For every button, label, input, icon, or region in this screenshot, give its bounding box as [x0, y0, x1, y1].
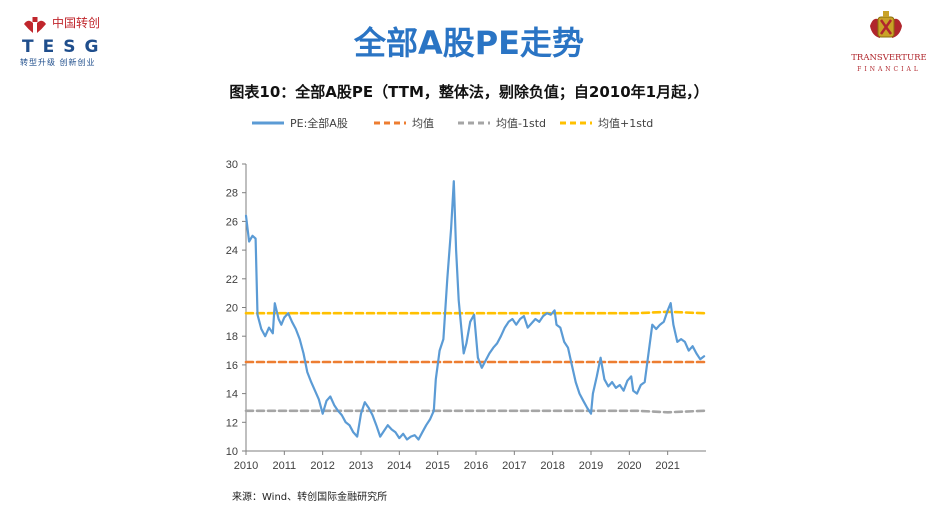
x-tick-label: 2014: [387, 460, 411, 472]
y-tick-label: 26: [226, 216, 238, 228]
left-logo-cn: 中国转创: [52, 16, 101, 30]
left-logo-slogan: 转型升级 创新创业: [20, 58, 96, 67]
legend-label-2: 均值-1std: [496, 117, 546, 130]
y-tick-label: 28: [226, 188, 238, 200]
right-logo-sub: FINANCIAL: [857, 66, 921, 73]
y-tick-label: 30: [226, 159, 238, 171]
chart-axes: 10 12 14 16 18 20 22 24 26 28 30 2010 2011 2012 2013 20…: [226, 159, 706, 472]
x-tick-label: 2018: [540, 460, 564, 472]
y-tick-label: 12: [226, 417, 238, 429]
series-line-3: [244, 310, 706, 315]
left-logo: 中国转创 TESG 转型升级 创新创业: [14, 12, 124, 70]
y-tick-label: 22: [226, 274, 238, 286]
page-title: 全部A股PE走势: [353, 24, 585, 62]
tesg-emblem-icon: [24, 17, 46, 33]
x-tick-label: 2010: [234, 460, 258, 472]
series-line-2: [244, 409, 706, 414]
source-note: 来源：Wind、转创国际金融研究所: [232, 492, 388, 503]
legend-label-0: PE:全部A股: [290, 116, 348, 130]
y-tick-label: 16: [226, 360, 238, 372]
left-logo-en: TESG: [22, 37, 108, 57]
x-tick-label: 2012: [310, 460, 334, 472]
x-tick-label: 2011: [273, 460, 297, 472]
crest-icon: [870, 11, 902, 38]
chart-series: [244, 180, 706, 441]
x-tick-label: 2013: [349, 460, 373, 472]
x-tick-label: 2016: [464, 460, 488, 472]
y-tick-label: 18: [226, 331, 238, 343]
x-tick-label: 2017: [502, 460, 526, 472]
x-tick-label: 2021: [655, 460, 679, 472]
x-tick-label: 2020: [617, 460, 641, 472]
chart-legend: PE:全部A股 均值 均值-1std 均值+1std: [252, 116, 653, 130]
x-tick-label: 2015: [425, 460, 449, 472]
legend-label-1: 均值: [412, 117, 434, 130]
y-tick-label: 10: [226, 446, 238, 458]
y-tick-label: 20: [226, 303, 238, 315]
legend-label-3: 均值+1std: [598, 117, 653, 130]
right-logo-name: TRANSVERTURE: [851, 53, 927, 63]
pe-line-chart: PE:全部A股 均值 均值-1std 均值+1std 10 12 14 16 18 20 22 24…: [226, 116, 706, 472]
y-tick-label: 24: [226, 245, 238, 257]
series-line-0: [244, 180, 706, 441]
x-tick-label: 2019: [579, 460, 603, 472]
right-logo: TRANSVERTURE FINANCIAL: [846, 8, 932, 73]
figure-title: 图表10：全部A股PE（TTM，整体法，剔除负值；自2010年1月起，）: [229, 83, 709, 101]
y-tick-label: 14: [226, 389, 238, 401]
